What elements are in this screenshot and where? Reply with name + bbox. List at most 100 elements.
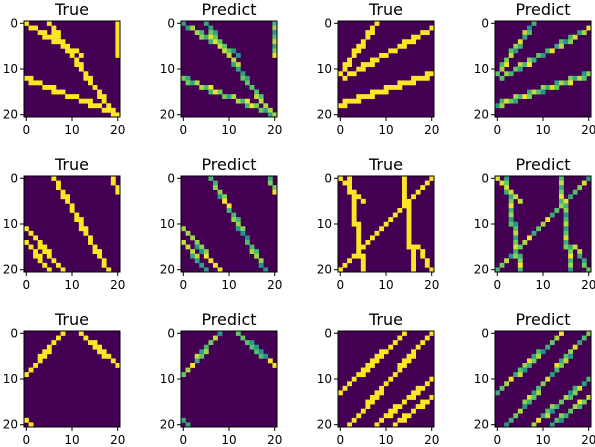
heatmap-cell (249, 340, 255, 346)
heatmap-cell (360, 198, 366, 204)
heatmap-cell (42, 85, 48, 90)
heatmap-cell (37, 258, 43, 264)
heatmap-cell (559, 331, 564, 336)
x-tick-label: 10 (64, 123, 79, 137)
heatmap-cell (115, 53, 121, 58)
heatmap-cell (406, 198, 412, 204)
heatmap-cell (254, 249, 260, 255)
heatmap-cell (24, 226, 29, 232)
heatmap-cell (217, 189, 223, 195)
heatmap-cell (356, 230, 362, 236)
heatmap-cell (24, 372, 29, 378)
x-tick-label: 20 (581, 433, 595, 447)
heatmap-cell (101, 353, 107, 359)
heatmap-cell (504, 422, 510, 428)
heatmap-cell (231, 57, 237, 63)
y-tick-label: 0 (10, 16, 18, 30)
heatmap-cell (74, 48, 80, 54)
y-tick-label: 20 (3, 263, 18, 277)
heatmap-cell (342, 262, 348, 268)
heatmap-cell (235, 226, 241, 232)
panel-3: True 0 10 20 0 10 20 (317, 0, 440, 137)
heatmap-cell (356, 98, 362, 104)
heatmap-cell (554, 417, 560, 423)
heatmap-cell (388, 344, 394, 350)
heatmap-cell (342, 62, 348, 68)
heatmap-cell (508, 194, 514, 200)
y-tick-label: 10 (3, 217, 18, 231)
heatmap-cell (406, 230, 412, 236)
heatmap-cell (88, 235, 93, 241)
heatmap-cell (517, 262, 523, 268)
heatmap-cell (424, 71, 430, 77)
heatmap-cell (370, 57, 375, 63)
heatmap-cell (517, 372, 523, 378)
heatmap-cell (499, 262, 505, 268)
heatmap-cell (402, 331, 407, 336)
heatmap-background (181, 331, 277, 427)
heatmap-cell (577, 253, 583, 259)
y-tick-label: 10 (3, 62, 18, 76)
x-tick-label: 0 (179, 123, 187, 137)
heatmap-cell (254, 94, 260, 100)
heatmap-cell (508, 376, 514, 382)
heatmap-cell (388, 85, 394, 90)
heatmap-cell (429, 176, 435, 181)
heatmap-cell (342, 98, 348, 104)
heatmap-cell (235, 62, 241, 68)
heatmap-cell (504, 62, 510, 68)
heatmap-cell (406, 221, 412, 227)
panel-12: Predict 0 10 20 0 10 20 (474, 310, 595, 447)
heatmap-cell (402, 413, 407, 419)
heatmap-cell (356, 194, 362, 200)
heatmap-cell (513, 240, 519, 245)
heatmap-cell (508, 203, 514, 209)
heatmap-cell (74, 94, 80, 100)
heatmap-cell (235, 221, 241, 227)
heatmap-cell (115, 363, 121, 368)
heatmap-cell (563, 395, 569, 400)
heatmap-cell (508, 189, 514, 195)
heatmap-cell (379, 390, 385, 396)
heatmap-cell (577, 249, 583, 255)
heatmap-cell (356, 66, 362, 72)
heatmap-cell (513, 253, 519, 259)
heatmap-cell (240, 230, 246, 236)
heatmap-cell (581, 262, 587, 268)
heatmap-cell (531, 21, 537, 26)
heatmap-cell (110, 176, 116, 181)
y-tick-label: 0 (481, 171, 489, 185)
heatmap-cell (406, 212, 412, 218)
heatmap-cell (517, 62, 523, 68)
heatmap-cell (370, 235, 375, 241)
heatmap-cell (46, 21, 52, 26)
heatmap-cell (495, 176, 500, 181)
heatmap-cell (69, 53, 75, 58)
heatmap-cell (245, 103, 250, 109)
heatmap-cell (406, 358, 412, 364)
heatmap-cell (572, 244, 578, 250)
heatmap-cell (208, 34, 214, 40)
heatmap-cell (106, 107, 112, 113)
heatmap-cell (101, 98, 107, 104)
panel-title: True (54, 0, 89, 19)
heatmap-cell (240, 98, 246, 104)
heatmap-cell (411, 75, 417, 81)
heatmap-cell (531, 390, 537, 396)
heatmap-cell (263, 103, 269, 109)
heatmap-cell (347, 422, 353, 428)
panel-title: True (368, 0, 403, 19)
heatmap-cell (356, 235, 362, 241)
heatmap-cell (360, 244, 366, 250)
heatmap-cell (559, 39, 564, 45)
heatmap-cell (231, 62, 237, 68)
heatmap-cell (415, 244, 421, 250)
heatmap-cell (549, 48, 555, 54)
heatmap-cell (213, 34, 218, 40)
heatmap-cell (531, 358, 537, 364)
heatmap-cell (190, 25, 196, 31)
heatmap-cell (245, 235, 250, 241)
heatmap-cell (540, 85, 546, 90)
heatmap-cell (115, 48, 121, 54)
heatmap-cell (356, 43, 362, 49)
